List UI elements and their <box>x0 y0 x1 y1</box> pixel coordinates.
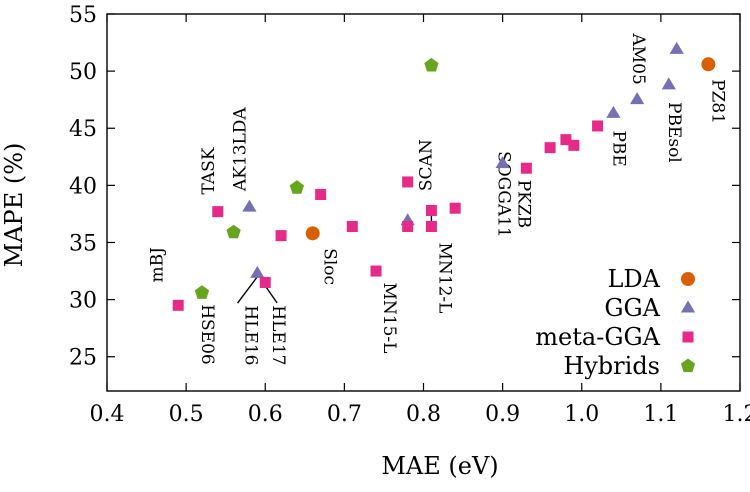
y-axis-title: MAPE (%) <box>0 143 28 268</box>
x-tick-label: 0.9 <box>485 402 520 427</box>
legend-marker <box>681 272 695 286</box>
meta-gga-point <box>592 120 603 131</box>
gga-point <box>242 200 256 212</box>
point-annotation: HLE17 <box>268 305 288 365</box>
hybrids-point <box>424 58 438 72</box>
hybrids-point <box>290 180 304 194</box>
meta-gga-point <box>545 142 556 153</box>
y-tick-label: 35 <box>69 231 97 256</box>
point-annotation: PKZB <box>514 180 534 228</box>
point-annotation: Sloc <box>320 248 340 285</box>
gga-point <box>662 77 676 89</box>
x-axis-title: MAE (eV) <box>381 452 498 480</box>
leader-line <box>238 277 258 303</box>
legend-label: meta-GGA <box>535 323 660 351</box>
meta-gga-point <box>347 221 358 232</box>
lda-point <box>306 226 320 240</box>
point-annotation: TASK <box>199 147 219 194</box>
point-annotation: PZ81 <box>707 79 727 124</box>
legend-label: Hybrids <box>563 352 660 380</box>
point-annotation: AM05 <box>628 32 648 84</box>
point-annotation: MN12-L <box>434 243 454 314</box>
hybrids-point <box>195 285 209 299</box>
gga-point <box>630 92 644 104</box>
point-annotation: PBEsol <box>664 102 684 163</box>
x-tick-label: 0.7 <box>327 402 362 427</box>
y-tick-label: 25 <box>69 346 97 371</box>
x-tick-label: 1.0 <box>564 402 599 427</box>
meta-gga-point <box>315 189 326 200</box>
y-tick-label: 30 <box>69 289 97 314</box>
meta-gga-point <box>402 176 413 187</box>
point-annotation: AK13LDA <box>231 107 251 193</box>
legend-marker <box>681 359 695 373</box>
point-annotation: MN15-L <box>379 283 399 354</box>
legend-marker <box>683 332 694 343</box>
point-annotation: PBE <box>608 131 628 167</box>
meta-gga-point <box>173 300 184 311</box>
meta-gga-point <box>371 266 382 277</box>
hybrids-point <box>226 225 240 239</box>
y-tick-label: 40 <box>69 174 97 199</box>
x-tick-label: 0.6 <box>248 402 283 427</box>
point-annotation: HSE06 <box>197 304 217 365</box>
meta-gga-point <box>521 163 532 174</box>
point-annotation: SCAN <box>416 139 436 191</box>
meta-gga-point <box>426 205 437 216</box>
point-annotation: mBJ <box>147 247 167 283</box>
y-tick-label: 50 <box>69 60 97 85</box>
meta-gga-point <box>450 203 461 214</box>
lda-point <box>701 57 715 71</box>
meta-gga-point <box>568 140 579 151</box>
y-tick-label: 55 <box>69 3 97 28</box>
meta-gga-point <box>402 221 413 232</box>
meta-gga-point <box>426 221 437 232</box>
gga-point <box>606 106 620 118</box>
leader-line <box>265 286 277 303</box>
x-tick-label: 0.8 <box>406 402 441 427</box>
meta-gga-point <box>260 277 271 288</box>
gga-point <box>250 266 264 278</box>
x-tick-label: 1.2 <box>723 402 750 427</box>
meta-gga-point <box>276 230 287 241</box>
legend-label: GGA <box>604 294 660 322</box>
x-tick-label: 0.5 <box>169 402 204 427</box>
gga-point <box>670 42 684 54</box>
x-tick-label: 1.1 <box>643 402 678 427</box>
y-tick-label: 45 <box>69 117 97 142</box>
x-tick-label: 0.4 <box>90 402 125 427</box>
point-annotation: HLE16 <box>241 305 261 365</box>
legend-label: LDA <box>607 265 660 293</box>
legend-marker <box>681 301 695 313</box>
meta-gga-point <box>212 206 223 217</box>
